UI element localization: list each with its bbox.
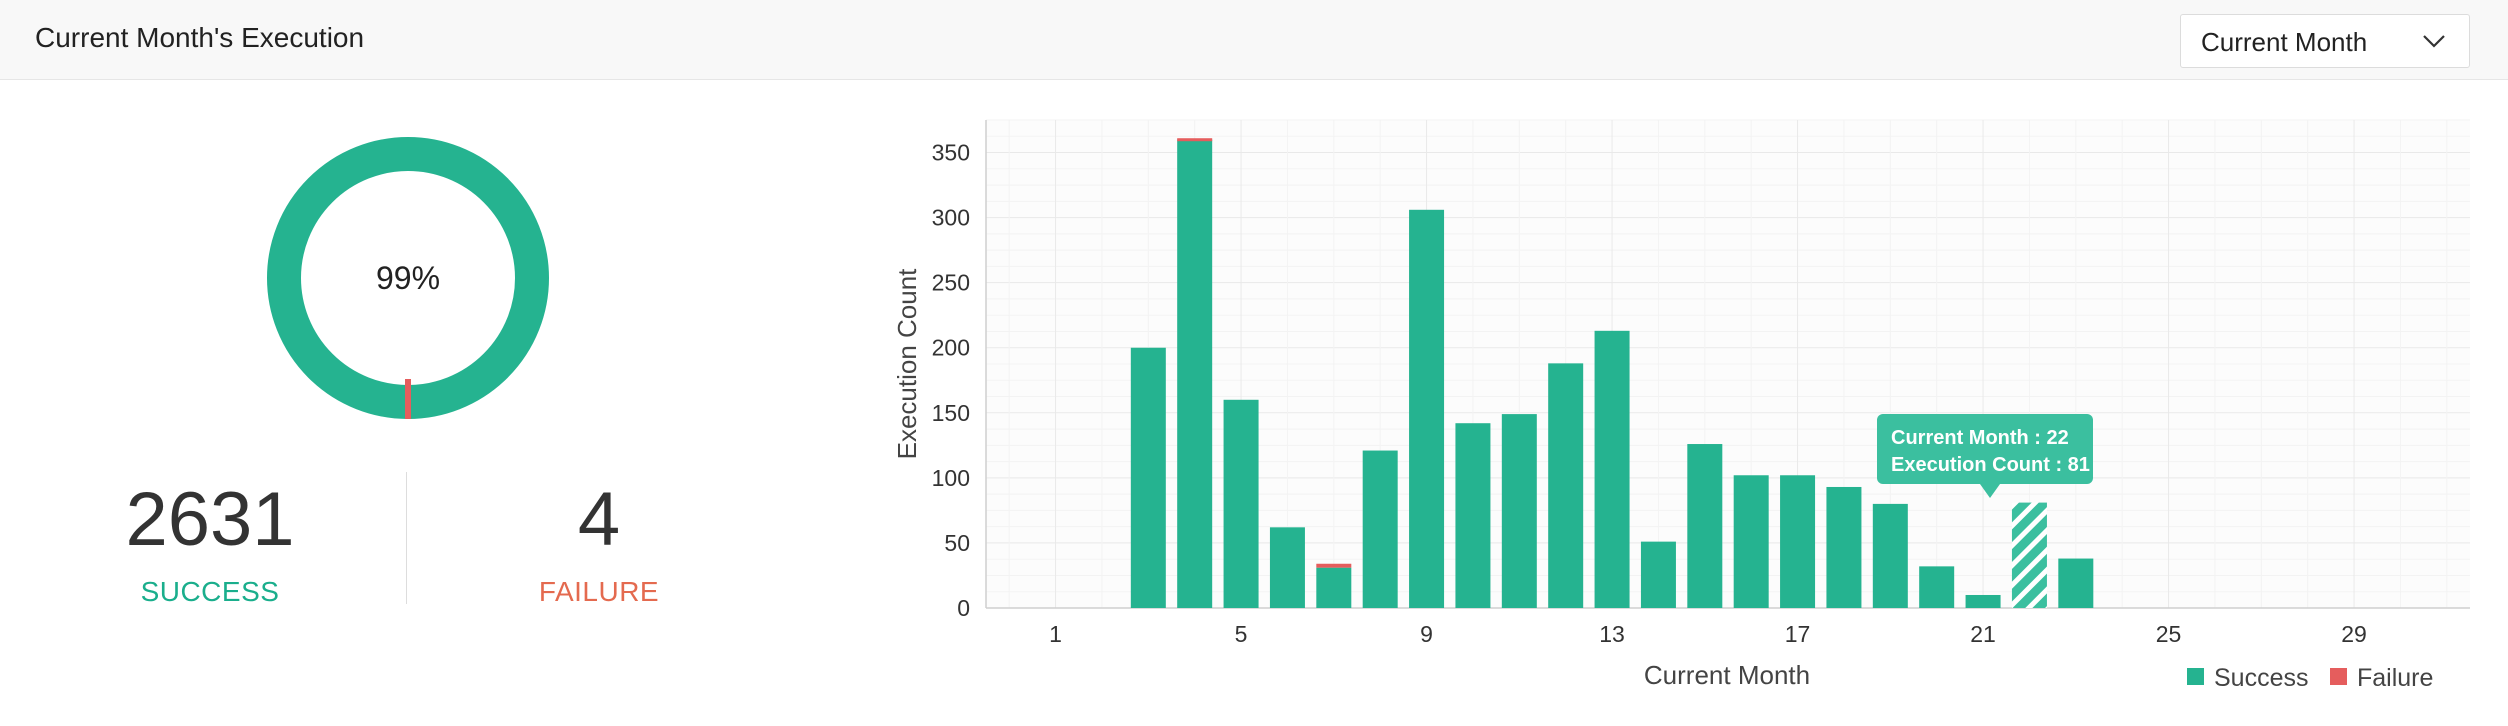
bar-success-day-3: [1130, 347, 1166, 608]
chevron-down-icon: [2423, 35, 2445, 48]
bar-success-day-8: [1362, 450, 1398, 608]
bar-success-day-18: [1826, 486, 1862, 608]
failure-stat: 4 FAILURE: [449, 482, 749, 608]
bar-success-day-16: [1733, 475, 1769, 608]
success-stat: 2631 SUCCESS: [60, 482, 360, 608]
bar-failure-day-4: [1177, 138, 1213, 142]
chart-tooltip: Current Month : 22 Execution Count : 81: [1877, 414, 2093, 498]
bar-success-day-11: [1501, 414, 1537, 608]
failure-label: FAILURE: [538, 576, 660, 607]
period-dropdown[interactable]: Current Month: [2180, 14, 2470, 68]
header-bar: Current Month's Execution Current Month: [0, 0, 2508, 80]
bar-success-day-20: [1919, 566, 1955, 608]
page-title: Current Month's Execution: [35, 22, 365, 53]
chart-legend: Success Failure: [2187, 664, 2433, 692]
success-label: SUCCESS: [140, 576, 280, 607]
x-tick-label: 1: [1049, 621, 1062, 647]
donut-svg: [267, 137, 549, 419]
bar-success-day-10: [1455, 423, 1491, 608]
bar-success-day-19: [1872, 503, 1908, 608]
chart-bars: [1130, 138, 2094, 609]
tooltip-line-2: Execution Count : 81: [1891, 454, 2090, 476]
bar-success-day-17: [1780, 475, 1816, 608]
y-tick-label: 100: [932, 465, 970, 491]
x-tick-label: 5: [1235, 621, 1248, 647]
success-percent: 99%: [375, 260, 441, 296]
y-tick-label: 350: [932, 140, 970, 166]
bar-success-day-12: [1548, 363, 1584, 608]
x-tick-label: 21: [1970, 621, 1996, 647]
bar-success-day-22: [2011, 502, 2047, 608]
y-axis-title: Execution Count: [892, 268, 922, 460]
bar-success-day-13: [1594, 330, 1630, 608]
chart-ticks: 0 50 100 150 200 250 300 350 1 5 9 13 17 21 25 29: [932, 140, 2367, 647]
x-tick-label: 9: [1420, 621, 1433, 647]
tooltip-pointer: [1980, 484, 2000, 498]
x-tick-label: 25: [2156, 621, 2182, 647]
y-tick-label: 0: [957, 595, 970, 621]
y-tick-label: 50: [944, 530, 970, 556]
stat-divider: [406, 472, 407, 604]
x-tick-label: 17: [1785, 621, 1811, 647]
x-tick-label: 29: [2341, 621, 2367, 647]
bar-success-day-5: [1223, 399, 1259, 608]
bar-success-day-6: [1269, 527, 1305, 608]
bar-success-day-14: [1640, 541, 1676, 608]
failure-count: 4: [577, 477, 621, 562]
y-tick-label: 200: [932, 335, 970, 361]
bar-success-day-21: [1965, 594, 2001, 608]
success-rate-donut: 99%: [266, 136, 550, 420]
legend-failure-label: Failure: [2357, 664, 2433, 692]
bar-failure-day-7: [1316, 563, 1352, 568]
bar-success-day-23: [2058, 558, 2094, 608]
y-tick-label: 150: [932, 400, 970, 426]
tooltip-box: [1877, 414, 2093, 484]
bar-success-day-15: [1687, 444, 1723, 608]
x-tick-label: 13: [1599, 621, 1625, 647]
bar-success-day-4: [1177, 139, 1213, 608]
bar-success-day-9: [1409, 209, 1445, 609]
bar-success-day-7: [1316, 567, 1352, 608]
legend-success-swatch: [2187, 668, 2204, 685]
donut-failure-segment: [405, 379, 411, 419]
success-count: 2631: [125, 477, 295, 562]
period-dropdown-label: Current Month: [2201, 27, 2368, 57]
tooltip-line-1: Current Month : 22: [1891, 427, 2069, 449]
legend-failure-swatch: [2330, 668, 2347, 685]
y-tick-label: 300: [932, 205, 970, 231]
x-axis-title: Current Month: [1644, 660, 1810, 690]
y-tick-label: 250: [932, 270, 970, 296]
legend-success-label: Success: [2214, 664, 2308, 692]
